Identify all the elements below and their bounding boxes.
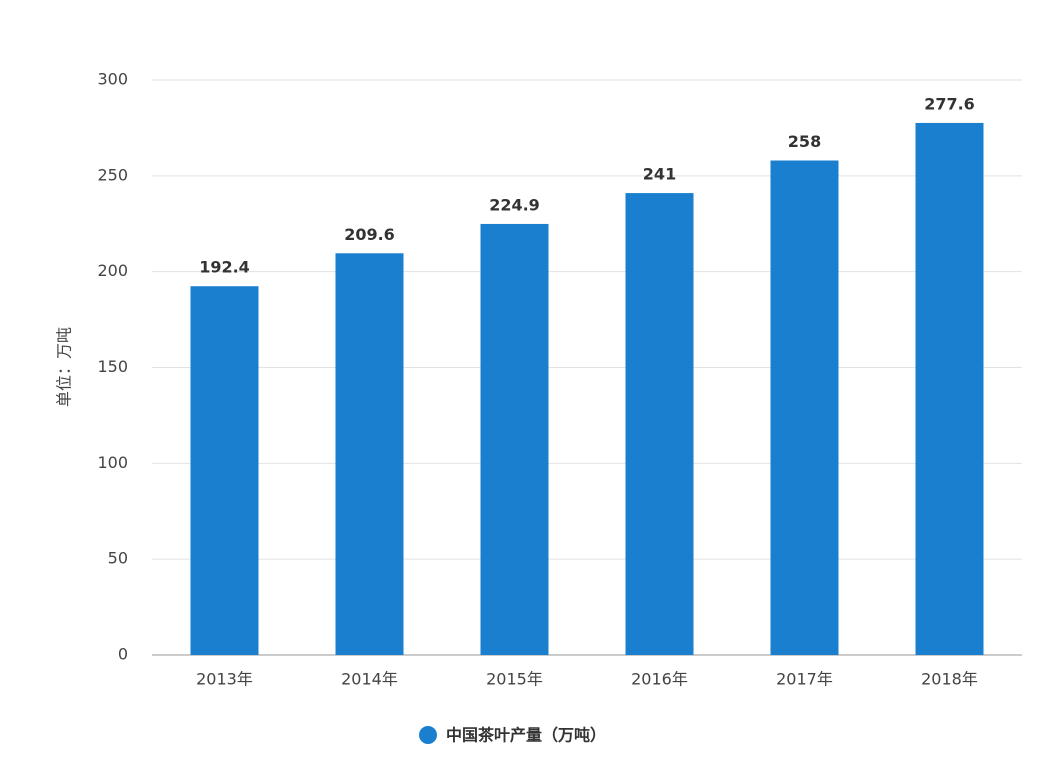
x-tick-label: 2013年 xyxy=(196,670,253,689)
bar xyxy=(190,286,259,655)
data-label: 258 xyxy=(788,132,821,151)
y-tick-label: 50 xyxy=(108,549,128,568)
data-label: 277.6 xyxy=(924,94,975,113)
x-tick-label: 2018年 xyxy=(921,670,978,689)
data-label: 241 xyxy=(643,165,676,184)
data-label: 209.6 xyxy=(344,225,395,244)
data-label: 224.9 xyxy=(489,195,540,214)
y-tick-label: 0 xyxy=(118,645,128,664)
y-axis-label: 单位：万吨 xyxy=(55,327,74,407)
bar xyxy=(480,223,549,656)
bar xyxy=(335,253,404,655)
y-tick-label: 150 xyxy=(97,357,128,376)
bar xyxy=(770,160,839,655)
y-tick-label: 100 xyxy=(97,453,128,472)
x-tick-label: 2017年 xyxy=(776,670,833,689)
y-tick-label: 300 xyxy=(97,70,128,89)
y-tick-label: 250 xyxy=(97,165,128,184)
x-tick-label: 2015年 xyxy=(486,670,543,689)
y-tick-label: 200 xyxy=(97,261,128,280)
bar xyxy=(625,193,694,656)
legend-marker xyxy=(419,726,437,744)
data-label: 192.4 xyxy=(199,258,250,277)
bar xyxy=(915,122,984,655)
legend-label: 中国茶叶产量（万吨） xyxy=(446,726,606,745)
x-tick-label: 2014年 xyxy=(341,670,398,689)
x-tick-label: 2016年 xyxy=(631,670,688,689)
